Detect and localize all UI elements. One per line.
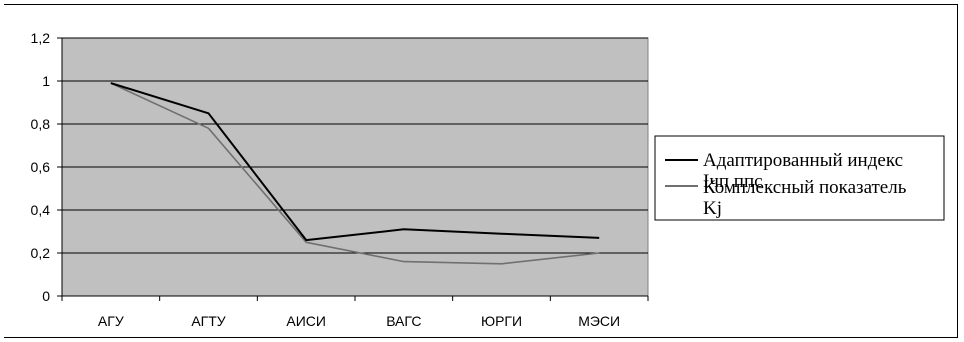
y-axis: 0 0,2 0,4 0,6 0,8 1 1,2 bbox=[31, 30, 63, 304]
x-tick-label: АИСИ bbox=[286, 313, 326, 329]
y-tick-label: 1,2 bbox=[31, 30, 51, 46]
x-tick-label: МЭСИ bbox=[578, 313, 620, 329]
legend-label-series-1-line1: Адаптированный индекс bbox=[703, 150, 903, 171]
legend: Адаптированный индекс Iчп ппс Комплексны… bbox=[654, 135, 945, 221]
x-tick-label: ЮРГИ bbox=[481, 313, 522, 329]
legend-box bbox=[654, 135, 945, 221]
x-tick-label: АГУ bbox=[98, 313, 124, 329]
series-lines bbox=[110, 82, 600, 265]
x-axis: АГУ АГТУ АИСИ ВАГС ЮРГИ МЭСИ bbox=[61, 295, 649, 329]
grid-lines bbox=[62, 37, 648, 254]
legend-label-series-1-line2: Iчп ппс bbox=[703, 171, 763, 192]
x-tick-label: ВАГС bbox=[386, 313, 421, 329]
series-line-1 bbox=[110, 82, 600, 242]
legend-label-series-2-line2: Kj bbox=[703, 198, 722, 219]
y-tick-label: 1 bbox=[42, 73, 50, 89]
y-tick-label: 0 bbox=[42, 288, 50, 304]
x-tick-label: АГТУ bbox=[191, 313, 225, 329]
series-line-2 bbox=[110, 82, 600, 265]
chart-frame bbox=[4, 4, 958, 338]
y-tick-label: 0,6 bbox=[31, 159, 51, 175]
y-tick-label: 0,2 bbox=[31, 245, 51, 261]
legend-label-series-2-line1: Комплексный показатель bbox=[703, 177, 907, 198]
y-tick-label: 0,8 bbox=[31, 116, 51, 132]
y-tick-label: 0,4 bbox=[31, 202, 51, 218]
